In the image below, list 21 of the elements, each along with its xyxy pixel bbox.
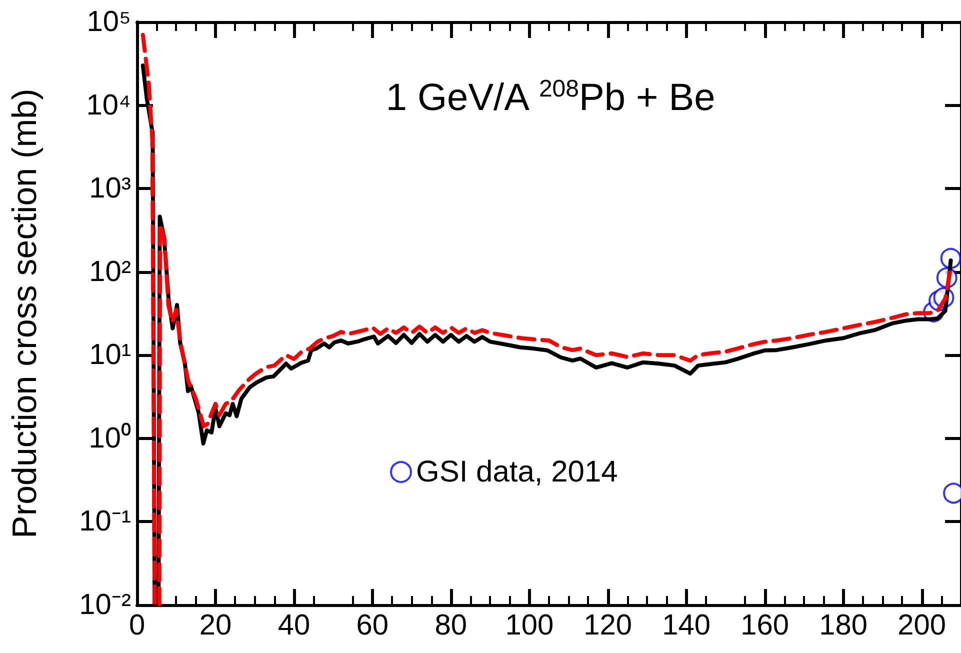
x-tick-label: 180 [819,610,868,642]
x-tick-label: 0 [128,610,146,642]
x-tick-label: 200 [898,610,946,642]
y-tick-label: 10⁻² [79,589,132,621]
y-tick-label: 10¹ [89,339,132,372]
x-tick-label: 20 [199,610,232,642]
y-tick-label: 10⁵ [86,6,131,38]
y-tick-label: 10² [89,256,132,288]
y-tick-label: 10³ [89,172,132,205]
y-tick-label: 10⁰ [88,422,131,454]
x-tick-label: 120 [584,610,632,642]
y-tick-label: 10⁻¹ [79,506,132,538]
x-tick-label: 140 [662,610,711,642]
x-tick-label: 40 [278,610,310,642]
x-tick-label: 100 [505,610,554,642]
x-tick-label: 60 [356,610,389,642]
x-tick-label: 160 [740,610,790,642]
x-tick-label: 80 [434,610,468,642]
y-tick-label: 10⁴ [86,89,131,122]
legend-label: GSI data, 2014 [416,456,618,488]
y-axis-title: Production cross section (mb) [6,88,44,538]
